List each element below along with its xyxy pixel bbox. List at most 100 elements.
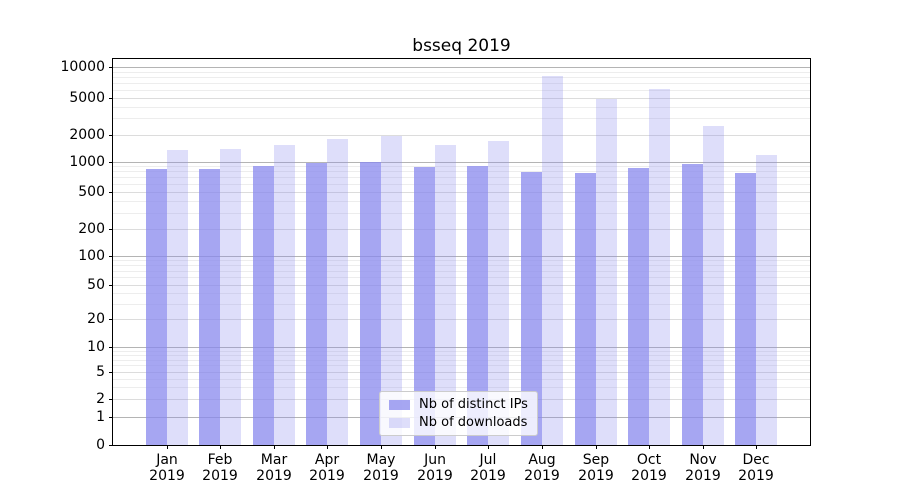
bar-distinct-ips-mar <box>253 166 274 445</box>
y-tick-label-10: 10 <box>87 339 105 355</box>
gridline-90 <box>113 260 810 261</box>
gridline-80 <box>113 265 810 266</box>
x-tick-jun <box>435 445 436 449</box>
bar-distinct-ips-nov <box>682 164 703 445</box>
x-tick-dec <box>756 445 757 449</box>
gridline-5 <box>113 372 810 373</box>
y-tick-20 <box>109 319 113 320</box>
legend: Nb of distinct IPs Nb of downloads <box>379 391 538 436</box>
x-tick-jan <box>167 445 168 449</box>
gridline-4 <box>113 379 810 380</box>
x-tick-label-mar: Mar 2019 <box>244 452 304 484</box>
y-tick-200 <box>109 229 113 230</box>
y-tick-label-100: 100 <box>78 248 105 264</box>
x-label-year: 2019 <box>578 468 614 484</box>
x-label-month: Jul <box>479 452 497 468</box>
y-tick-10000 <box>109 67 113 68</box>
gridline-7 <box>113 360 810 361</box>
x-label-month: Jan <box>156 452 178 468</box>
gridline-300 <box>113 213 810 214</box>
bar-downloads-jun <box>435 145 456 445</box>
gridline-200 <box>113 229 810 230</box>
legend-swatch-distinct-ips <box>389 399 410 410</box>
bar-downloads-jan <box>167 150 188 445</box>
y-tick-label-0: 0 <box>96 437 105 453</box>
gridline-800 <box>113 171 810 172</box>
x-label-year: 2019 <box>417 468 453 484</box>
x-tick-label-jul: Jul 2019 <box>458 452 518 484</box>
gridline-700 <box>113 177 810 178</box>
bar-distinct-ips-oct <box>628 168 649 445</box>
x-tick-label-may: May 2019 <box>351 452 411 484</box>
bar-distinct-ips-aug <box>521 172 542 445</box>
bar-downloads-mar <box>274 145 295 445</box>
bar-downloads-nov <box>703 126 724 445</box>
x-label-month: Oct <box>636 452 662 468</box>
x-label-month: Apr <box>314 452 340 468</box>
x-label-year: 2019 <box>470 468 506 484</box>
x-label-month: Dec <box>742 452 770 468</box>
x-label-month: Jun <box>424 452 446 468</box>
y-tick-1000 <box>109 162 113 163</box>
x-tick-label-sep: Sep 2019 <box>566 452 626 484</box>
y-tick-5 <box>109 372 113 373</box>
legend-swatch-downloads <box>389 417 410 428</box>
legend-row-downloads: Nb of downloads <box>389 415 528 430</box>
x-label-year: 2019 <box>631 468 667 484</box>
gridline-40 <box>113 293 810 294</box>
x-label-month: Sep <box>582 452 610 468</box>
gridline-9 <box>113 351 810 352</box>
bar-distinct-ips-jan <box>146 169 167 445</box>
x-label-year: 2019 <box>149 468 185 484</box>
x-tick-mar <box>274 445 275 449</box>
x-tick-label-feb: Feb 2019 <box>190 452 250 484</box>
bar-distinct-ips-jun <box>414 167 435 445</box>
x-tick-label-jan: Jan 2019 <box>137 452 197 484</box>
x-label-year: 2019 <box>685 468 721 484</box>
legend-row-distinct-ips: Nb of distinct IPs <box>389 397 528 412</box>
gridline-600 <box>113 184 810 185</box>
x-tick-apr <box>327 445 328 449</box>
gridline-500 <box>113 192 810 193</box>
x-tick-label-apr: Apr 2019 <box>297 452 357 484</box>
y-tick-label-50: 50 <box>87 277 105 293</box>
gridline-30 <box>113 304 810 305</box>
y-tick-10 <box>109 347 113 348</box>
bar-downloads-apr <box>327 139 348 445</box>
x-tick-label-oct: Oct 2019 <box>619 452 679 484</box>
x-label-month: Aug <box>528 452 556 468</box>
gridline-4000 <box>113 107 810 108</box>
y-tick-label-20: 20 <box>87 311 105 327</box>
x-tick-label-nov: Nov 2019 <box>673 452 733 484</box>
x-label-year: 2019 <box>309 468 345 484</box>
gridline-1000 <box>113 162 810 163</box>
bar-downloads-sep <box>596 99 617 445</box>
x-label-year: 2019 <box>738 468 774 484</box>
gridline-10 <box>113 347 810 348</box>
x-label-year: 2019 <box>202 468 238 484</box>
y-tick-label-5000: 5000 <box>69 90 105 106</box>
y-tick-1 <box>109 417 113 418</box>
bar-distinct-ips-feb <box>199 169 220 445</box>
bar-downloads-jul <box>488 141 509 445</box>
y-tick-0 <box>109 445 113 446</box>
x-label-month: May <box>366 452 396 468</box>
y-tick-label-2: 2 <box>96 391 105 407</box>
legend-label-downloads: Nb of downloads <box>419 415 528 430</box>
y-tick-label-1000: 1000 <box>69 154 105 170</box>
bar-downloads-dec <box>756 155 777 445</box>
gridline-9000 <box>113 72 810 73</box>
x-tick-label-aug: Aug 2019 <box>512 452 572 484</box>
gridline-6 <box>113 365 810 366</box>
gridline-3 <box>113 387 810 388</box>
gridline-20 <box>113 319 810 320</box>
bar-distinct-ips-jul <box>467 166 488 445</box>
gridline-50 <box>113 285 810 286</box>
bar-downloads-may <box>381 136 402 445</box>
gridline-5000 <box>113 98 810 99</box>
bar-distinct-ips-may <box>360 162 381 445</box>
bar-downloads-feb <box>220 149 241 445</box>
x-label-year: 2019 <box>524 468 560 484</box>
y-tick-label-1: 1 <box>96 409 105 425</box>
bar-downloads-aug <box>542 76 563 445</box>
